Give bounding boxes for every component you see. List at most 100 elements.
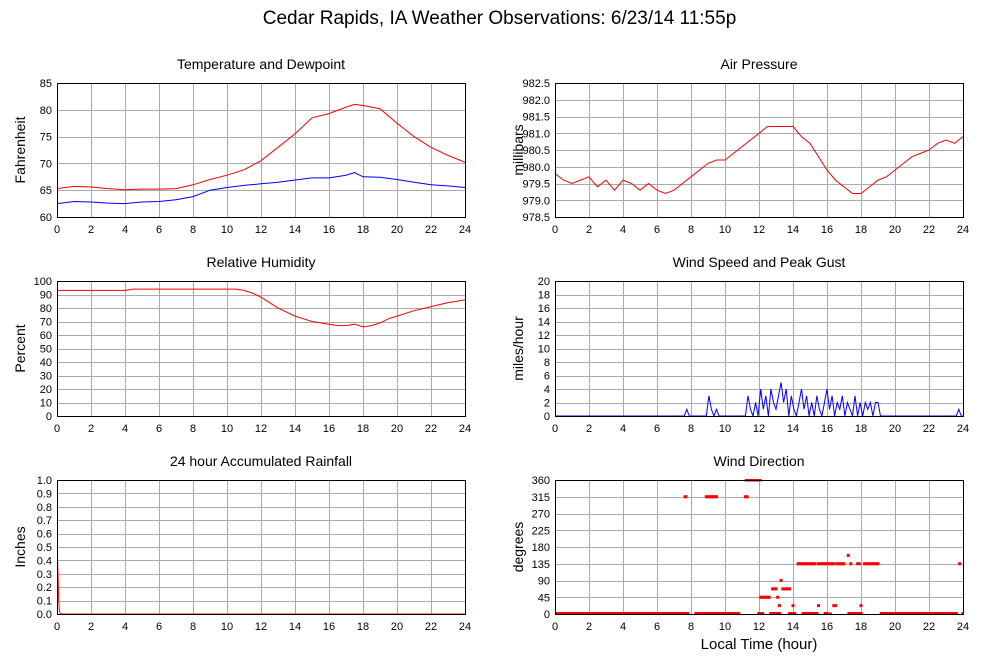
page-title: Cedar Rapids, IA Weather Observations: 6… xyxy=(262,8,737,29)
y-tick-label: 0.6 xyxy=(37,529,52,541)
scatter-point xyxy=(781,587,785,591)
scatter-point xyxy=(827,562,831,566)
chart-humidity: 0 2 4 6 8 10 12 14 16 18 20 22 240102030405060708090… xyxy=(12,254,471,435)
series-line-0 xyxy=(57,288,465,328)
scatter-point xyxy=(811,562,815,566)
x-tick-label: 6 xyxy=(654,224,660,236)
scatter-point xyxy=(777,604,781,608)
x-tick-label: 10 xyxy=(719,621,731,633)
x-tick-label: 24 xyxy=(459,423,471,435)
x-tick-label: 18 xyxy=(855,224,867,236)
x-tick-label: 6 xyxy=(654,423,660,435)
scatter-point xyxy=(832,562,836,566)
x-tick-label: 24 xyxy=(957,621,969,633)
x-tick-label: 16 xyxy=(821,224,833,236)
x-tick-label: 24 xyxy=(459,621,471,633)
y-tick-label: 60 xyxy=(40,212,52,224)
x-tick-label: 16 xyxy=(323,224,335,236)
x-tick-label: 8 xyxy=(190,621,196,633)
y-tick-label: 10 xyxy=(538,344,550,356)
plot-frame xyxy=(555,480,964,615)
x-tick-label: 16 xyxy=(821,423,833,435)
y-tick-label: 981.5 xyxy=(522,112,550,124)
y-tick-label: 14 xyxy=(538,317,550,329)
chart-title: Relative Humidity xyxy=(207,254,316,270)
scatter-point xyxy=(840,562,844,566)
y-tick-label: 982.5 xyxy=(522,78,550,90)
chart-direction: 0 2 4 6 8 10 12 14 16 18 20 22 240459013518022527031… xyxy=(510,453,969,653)
y-tick-label: 135 xyxy=(532,559,550,571)
scatter-point xyxy=(743,495,747,499)
x-tick-label: 2 xyxy=(586,621,592,633)
y-tick-label: 982.0 xyxy=(522,95,550,107)
y-tick-label: 0 xyxy=(46,411,52,423)
y-tick-label: 6 xyxy=(544,371,550,383)
x-tick-label: 14 xyxy=(289,224,301,236)
x-tick-label: 20 xyxy=(889,224,901,236)
y-tick-label: 60 xyxy=(40,330,52,342)
y-tick-label: 979.0 xyxy=(522,195,550,207)
chart-title: Wind Direction xyxy=(713,453,804,469)
chart-rain: 0 2 4 6 8 10 12 14 16 18 20 22 240.00.10.20.30.40.50… xyxy=(12,453,471,633)
chart-title: Temperature and Dewpoint xyxy=(177,56,345,72)
scatter-point xyxy=(832,604,836,608)
scatter-point xyxy=(706,495,710,499)
x-tick-label: 0 xyxy=(552,423,558,435)
x-tick-label: 22 xyxy=(923,224,935,236)
scatter-point xyxy=(849,562,853,566)
x-tick-label: 8 xyxy=(190,423,196,435)
scatter-point xyxy=(834,604,837,608)
x-tick-label: 4 xyxy=(122,224,128,236)
scatter-point xyxy=(800,562,803,566)
y-tick-label: 20 xyxy=(40,384,52,396)
x-tick-label: 8 xyxy=(190,224,196,236)
series-line-1 xyxy=(57,171,465,205)
y-tick-label: 65 xyxy=(40,185,52,197)
x-tick-label: 24 xyxy=(459,224,471,236)
x-tick-label: 2 xyxy=(586,224,592,236)
x-tick-label: 0 xyxy=(54,423,60,435)
y-axis-label: millibars xyxy=(510,124,526,175)
x-tick-label: 20 xyxy=(889,621,901,633)
x-tick-label: 0 xyxy=(54,621,60,633)
y-tick-label: 90 xyxy=(40,290,52,302)
scatter-point xyxy=(783,587,786,591)
x-tick-label: 10 xyxy=(719,423,731,435)
y-tick-label: 0 xyxy=(544,609,550,621)
scatter-point xyxy=(803,562,807,566)
chart-wind: 0 2 4 6 8 10 12 14 16 18 20 22 2402468101214161820Wi… xyxy=(510,254,969,435)
series-group xyxy=(555,126,963,195)
scatter-point xyxy=(760,595,764,599)
y-tick-label: 18 xyxy=(538,290,550,302)
x-tick-label: 10 xyxy=(719,224,731,236)
y-tick-label: 80 xyxy=(40,303,52,315)
scatter-point xyxy=(874,562,878,566)
x-tick-label: 24 xyxy=(957,423,969,435)
x-tick-label: 12 xyxy=(753,423,765,435)
x-tick-label: 22 xyxy=(923,621,935,633)
y-axis-label: Fahrenheit xyxy=(12,116,28,183)
scatter-point xyxy=(828,562,832,566)
y-tick-label: 30 xyxy=(40,371,52,383)
y-tick-label: 70 xyxy=(40,317,52,329)
scatter-point xyxy=(846,553,850,557)
y-tick-label: 980.5 xyxy=(522,145,550,157)
y-tick-label: 979.5 xyxy=(522,179,550,191)
x-tick-label: 18 xyxy=(357,423,369,435)
y-tick-label: 100 xyxy=(34,276,52,288)
y-axis-label: Percent xyxy=(12,324,28,372)
scatter-point xyxy=(711,495,715,499)
y-axis-label: miles/hour xyxy=(510,316,526,381)
x-tick-label: 8 xyxy=(688,423,694,435)
x-tick-label: 14 xyxy=(289,621,301,633)
scatter-point xyxy=(708,495,712,499)
x-tick-label: 14 xyxy=(787,423,799,435)
x-tick-label: 18 xyxy=(855,621,867,633)
scatter-point xyxy=(813,562,817,566)
x-tick-label: 0 xyxy=(552,224,558,236)
x-tick-label: 2 xyxy=(88,621,94,633)
y-tick-label: 0.7 xyxy=(37,515,52,527)
scatter-point xyxy=(810,562,814,566)
scatter-point xyxy=(835,562,839,566)
